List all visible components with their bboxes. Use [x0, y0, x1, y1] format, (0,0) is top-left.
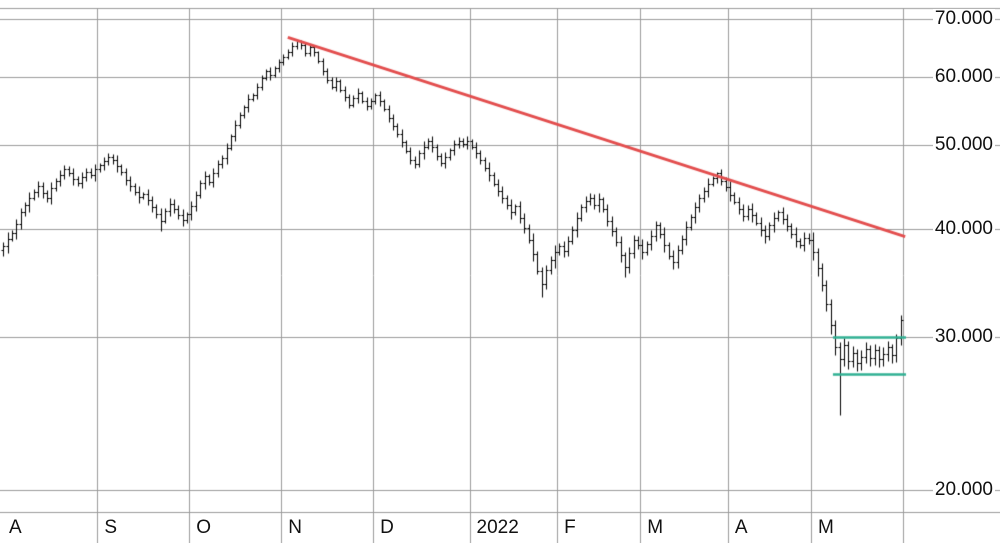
- y-axis-price-label: 30.000: [932, 326, 995, 348]
- x-axis-month-label: A: [734, 517, 748, 538]
- x-axis-month-label: F: [564, 517, 576, 538]
- x-axis-month-label: D: [380, 517, 394, 538]
- x-axis-month-label: O: [196, 517, 212, 538]
- x-axis-month-label: N: [288, 517, 302, 538]
- x-axis-month-label: M: [647, 517, 664, 538]
- y-axis-price-label: 60.000: [932, 65, 995, 87]
- y-axis-price-label: 70.000: [932, 7, 995, 29]
- x-axis-month-label: S: [104, 517, 118, 538]
- x-axis-month-label: A: [9, 517, 22, 538]
- x-axis-month-label: M: [818, 517, 834, 538]
- y-axis-price-label: 20.000: [932, 478, 995, 500]
- x-axis-month-label: 2022: [476, 517, 519, 538]
- y-axis-price-label: 50.000: [932, 134, 995, 156]
- y-axis-price-label: 40.000: [932, 218, 995, 240]
